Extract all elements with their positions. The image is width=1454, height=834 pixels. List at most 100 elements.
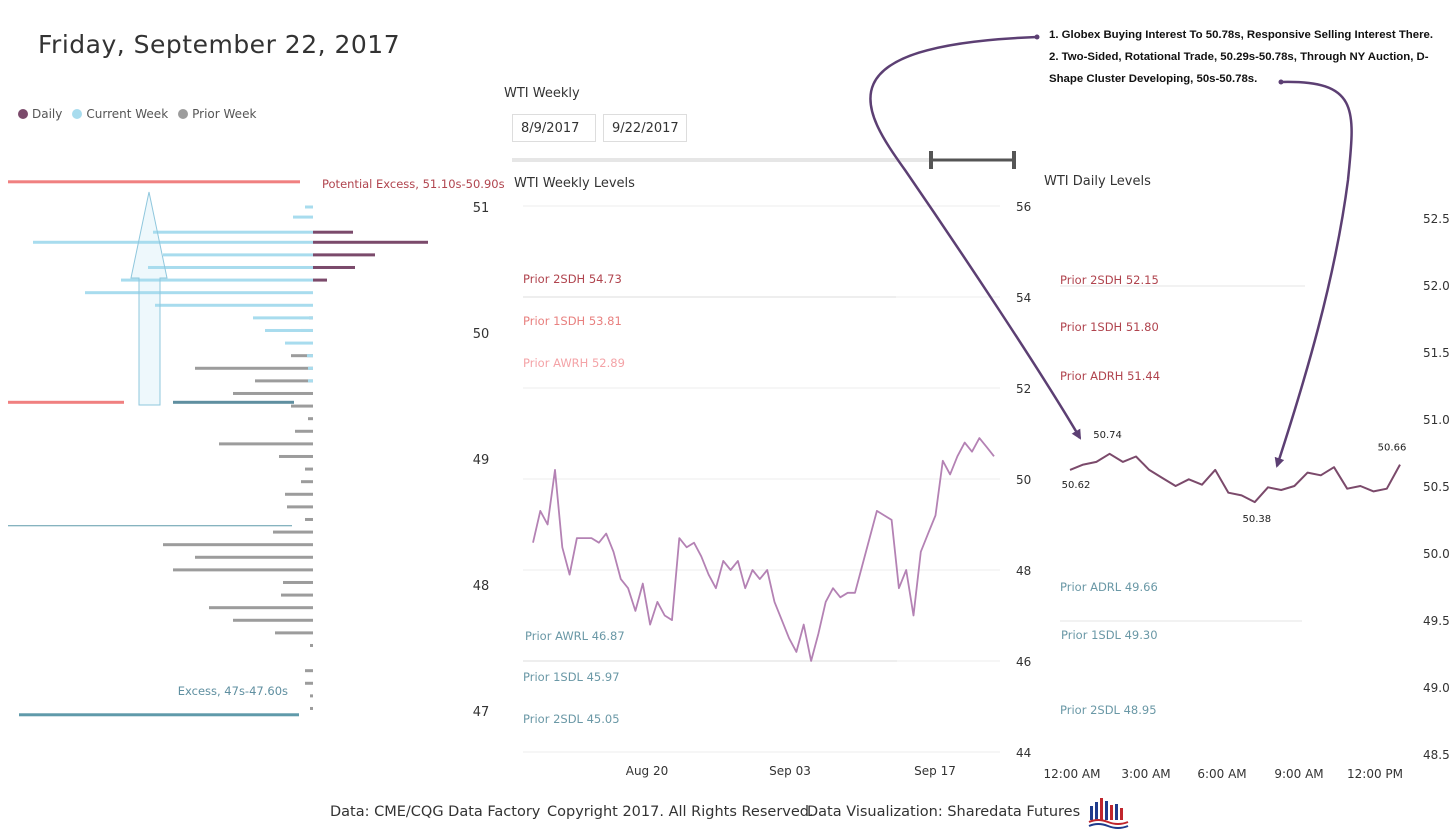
footer-credit: Data Visualization: Sharedata Futures (807, 804, 1081, 820)
prior-week-bar (233, 618, 313, 622)
daily-y-tick: 51.5 (1423, 346, 1450, 360)
current-week-bar (308, 366, 313, 370)
profile-price-tick: 48 (473, 579, 490, 594)
note-1: 1. Globex Buying Interest To 50.78s, Res… (1049, 29, 1434, 41)
prior-week-bar (283, 580, 313, 584)
sharedata-logo-icon (1088, 798, 1129, 829)
prior-week-bar (285, 492, 313, 496)
current-week-bar (253, 316, 313, 320)
weekly-level-label: Prior 1SDH 53.81 (523, 314, 622, 328)
daily-price-line (1069, 452, 1401, 504)
start-date-input[interactable]: 8/9/2017 (512, 114, 596, 142)
profile-price-tick: 49 (473, 453, 490, 468)
profile-price-tick: 51 (473, 201, 490, 216)
weekly-y-tick: 50 (1016, 473, 1031, 487)
current-week-bar (305, 205, 313, 209)
prior-week-bar (195, 555, 313, 559)
potential-excess-line (8, 180, 300, 184)
excess-low-line (19, 713, 299, 717)
legend-current-week-dot (72, 109, 83, 119)
prior-week-level-line (173, 400, 294, 404)
prior-week-bar (305, 517, 313, 521)
weekly-level-label: Prior 1SDL 45.97 (523, 670, 620, 684)
weekly-level-label: Prior 2SDH 54.73 (523, 272, 622, 286)
legend-daily-dot (18, 109, 28, 119)
weekly-level-label: Prior AWRH 52.89 (523, 356, 625, 370)
current-week-bar (293, 215, 313, 219)
legend-current-week-label: Current Week (86, 107, 169, 121)
weekly-y-tick: 52 (1016, 382, 1031, 396)
prior-week-bar (310, 706, 313, 710)
daily-x-tick: 6:00 AM (1197, 767, 1246, 781)
daily-y-tick: 49.0 (1423, 681, 1450, 695)
daily-bar (313, 278, 327, 282)
daily-data-label: 50.74 (1093, 430, 1122, 441)
weekly-x-tick: Sep 17 (914, 764, 956, 778)
current-week-bar (85, 291, 313, 295)
prior-week-bar (281, 593, 313, 597)
current-week-bar (307, 354, 313, 358)
legend-item-current-week[interactable]: Current Week (72, 107, 168, 121)
potential-excess-label: Potential Excess, 51.10s-50.90s (322, 177, 505, 191)
legend-item-daily[interactable]: Daily (18, 107, 62, 121)
volume-profile: 51 50 49 48 47 Potential Excess, 51.10s-50.90… (8, 177, 505, 720)
prior-week-bar (287, 505, 313, 509)
note-2b: Shape Cluster Developing, 50s-50.78s. (1049, 73, 1258, 85)
legend-prior-week-dot (178, 109, 189, 119)
legend: Daily Current Week Prior Week (18, 107, 256, 121)
daily-bar (313, 240, 428, 244)
legend-daily-label: Daily (32, 107, 63, 121)
daily-y-tick: 51.0 (1423, 413, 1450, 427)
weekly-level-label: Prior AWRL 46.87 (525, 629, 625, 643)
daily-chart: 48.5 49.0 49.5 50.0 50.5 51.0 51.5 52.0 52.5 12:0… (1044, 212, 1450, 781)
prior-week-bar (308, 417, 313, 421)
note-2a: 2. Two-Sided, Rotational Trade, 50.29s-5… (1049, 51, 1429, 63)
current-week-bar (153, 230, 313, 234)
prior-week-bar (295, 429, 313, 433)
daily-levels-title: WTI Daily Levels (1044, 174, 1151, 189)
daily-x-tick: 9:00 AM (1274, 767, 1323, 781)
prior-week-bar (163, 543, 313, 547)
daily-bar (313, 265, 355, 269)
current-week-bar (121, 278, 313, 282)
prior-week-bar (255, 379, 313, 383)
daily-bar (313, 230, 353, 234)
daily-level-label: Prior 2SDH 52.15 (1060, 273, 1159, 287)
prior-week-bar (305, 467, 313, 471)
excess-label: Excess, 47s-47.60s (178, 684, 288, 698)
daily-x-tick: 3:00 AM (1121, 767, 1170, 781)
weekly-chart: 44 46 48 50 52 54 56 Aug 20 Sep 03 Sep 17 Prior 2S… (512, 151, 1031, 778)
daily-level-label: Prior 1SDH 51.80 (1060, 320, 1159, 334)
prior-week-bar (195, 366, 313, 370)
annotation-overlay (869, 34, 1353, 468)
daily-level-label: Prior 1SDL 49.30 (1061, 628, 1158, 642)
prior-week-bar (173, 568, 313, 572)
daily-y-tick: 50.0 (1423, 547, 1450, 561)
prior-week-bar (275, 631, 313, 635)
weekly-level-label: Prior 2SDL 45.05 (523, 712, 620, 726)
daily-data-label: 50.66 (1378, 443, 1407, 454)
weekly-price-line (532, 437, 995, 662)
daily-y-tick: 52.5 (1423, 212, 1450, 226)
note-2-arrow (1274, 80, 1353, 468)
weekly-x-tick: Aug 20 (626, 764, 669, 778)
prior-week-bar (310, 694, 313, 698)
daily-y-tick: 48.5 (1423, 748, 1450, 762)
weekly-y-tick: 54 (1016, 291, 1031, 305)
prior-week-bar (291, 354, 313, 358)
current-week-bar (163, 253, 313, 257)
current-week-bar (33, 240, 313, 244)
weekly-levels-title: WTI Weekly Levels (514, 176, 635, 191)
end-date-input[interactable]: 9/22/2017 (603, 114, 687, 142)
legend-item-prior-week[interactable]: Prior Week (178, 107, 256, 121)
daily-x-tick: 12:00 AM (1044, 767, 1101, 781)
prior-week-bar (273, 530, 313, 534)
note-2-arrow-dot (1278, 79, 1284, 85)
prior-week-bar (291, 404, 313, 408)
current-week-bar (285, 341, 313, 345)
daily-y-tick: 49.5 (1423, 614, 1450, 628)
prior-week-high-line (8, 400, 124, 404)
daily-data-label: 50.38 (1242, 514, 1271, 525)
profile-price-tick: 50 (473, 327, 490, 342)
